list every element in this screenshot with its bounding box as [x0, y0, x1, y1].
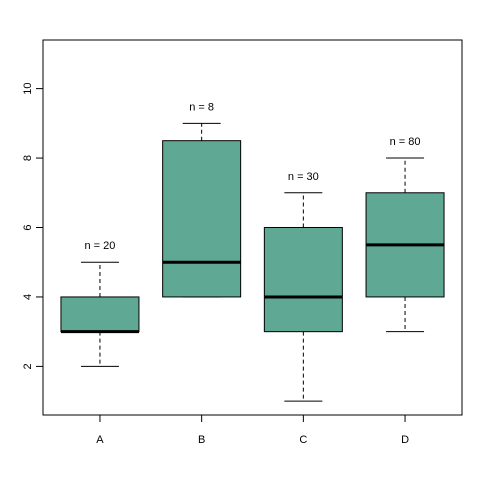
x-tick-label: B — [198, 434, 205, 446]
y-tick-label: 10 — [22, 82, 34, 94]
sample-size-label: n = 20 — [85, 240, 116, 252]
sample-size-label: n = 8 — [189, 101, 214, 113]
boxes: n = 20 n = 8 n = 30 n = 80 — [60, 101, 445, 402]
sample-size-label: n = 30 — [288, 171, 319, 183]
x-tick-label: A — [96, 434, 104, 446]
sample-size-label: n = 80 — [390, 136, 421, 148]
box-D: n = 80 — [365, 136, 445, 333]
box-B: n = 8 — [162, 101, 242, 298]
box-iqr — [60, 296, 140, 333]
y-tick-label: 6 — [22, 224, 34, 230]
x-tick-label: D — [401, 434, 409, 446]
x-axis: A B C D — [96, 415, 409, 446]
box-iqr — [263, 227, 343, 333]
box-iqr — [162, 140, 242, 298]
box-C: n = 30 — [263, 171, 343, 402]
y-tick-label: 8 — [22, 155, 34, 161]
y-tick-label: 4 — [22, 294, 34, 300]
y-axis: 2 4 6 8 10 — [22, 82, 43, 369]
box-A: n = 20 — [60, 240, 140, 367]
y-tick-label: 2 — [22, 363, 34, 369]
x-tick-label: C — [299, 434, 307, 446]
